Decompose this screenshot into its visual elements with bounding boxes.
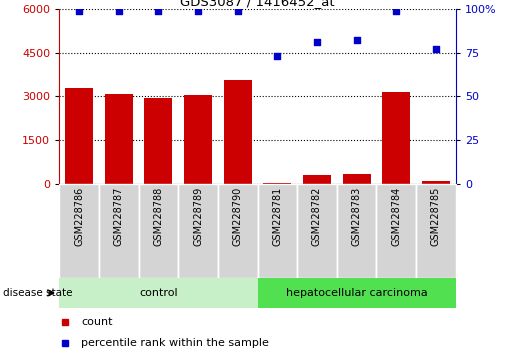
Bar bbox=[184, 95, 212, 184]
Text: hepatocellular carcinoma: hepatocellular carcinoma bbox=[286, 288, 427, 298]
Bar bbox=[218, 184, 258, 278]
Text: GSM228783: GSM228783 bbox=[352, 187, 362, 246]
Bar bbox=[258, 278, 456, 308]
Bar bbox=[337, 184, 376, 278]
Text: GSM228788: GSM228788 bbox=[153, 187, 163, 246]
Bar bbox=[145, 98, 172, 184]
Text: GSM228784: GSM228784 bbox=[391, 187, 401, 246]
Bar bbox=[264, 183, 291, 184]
Text: GSM228782: GSM228782 bbox=[312, 187, 322, 246]
Bar bbox=[59, 184, 99, 278]
Text: disease state: disease state bbox=[3, 288, 72, 298]
Bar bbox=[99, 184, 139, 278]
Text: count: count bbox=[81, 318, 113, 327]
Bar bbox=[65, 88, 93, 184]
Bar bbox=[178, 184, 218, 278]
Bar bbox=[422, 181, 450, 184]
Point bbox=[233, 8, 242, 13]
Text: GSM228790: GSM228790 bbox=[233, 187, 243, 246]
Bar bbox=[139, 184, 178, 278]
Point bbox=[154, 8, 162, 13]
Bar bbox=[297, 184, 337, 278]
Bar bbox=[343, 174, 370, 184]
Text: GSM228785: GSM228785 bbox=[431, 187, 441, 246]
Text: GSM228781: GSM228781 bbox=[272, 187, 282, 246]
Point bbox=[273, 53, 281, 59]
Point bbox=[194, 8, 202, 13]
Text: percentile rank within the sample: percentile rank within the sample bbox=[81, 338, 269, 348]
Bar bbox=[105, 93, 132, 184]
Point bbox=[392, 8, 401, 13]
Text: GSM228787: GSM228787 bbox=[114, 187, 124, 246]
Point bbox=[114, 8, 123, 13]
Text: GSM228786: GSM228786 bbox=[74, 187, 84, 246]
Text: GSM228789: GSM228789 bbox=[193, 187, 203, 246]
Bar bbox=[224, 80, 251, 184]
Bar bbox=[416, 184, 456, 278]
Bar bbox=[303, 175, 331, 184]
Point bbox=[313, 39, 321, 45]
Bar bbox=[258, 184, 297, 278]
Bar bbox=[383, 92, 410, 184]
Text: control: control bbox=[139, 288, 178, 298]
Title: GDS3087 / 1416452_at: GDS3087 / 1416452_at bbox=[180, 0, 335, 8]
Point bbox=[75, 8, 83, 13]
Point bbox=[352, 38, 360, 43]
Point bbox=[432, 46, 440, 52]
Bar bbox=[59, 278, 258, 308]
Bar bbox=[376, 184, 416, 278]
